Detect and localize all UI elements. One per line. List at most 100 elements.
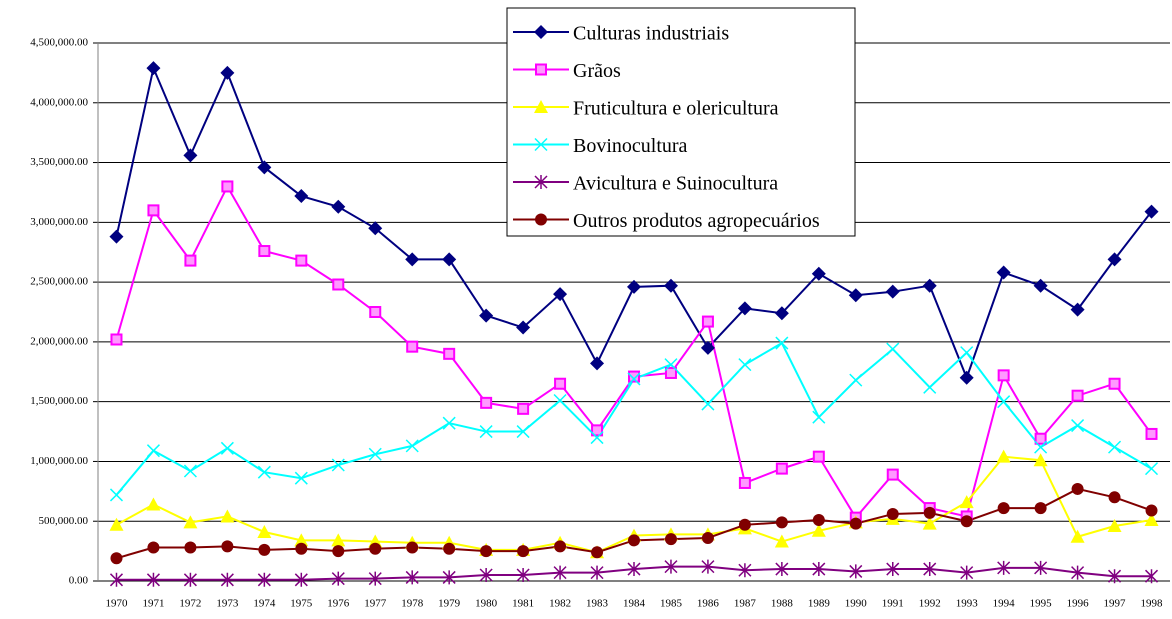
marker xyxy=(590,356,605,371)
marker xyxy=(257,572,271,587)
marker xyxy=(183,515,198,529)
marker xyxy=(737,301,752,316)
marker xyxy=(923,562,937,577)
y-tick-label: 3,500,000.00 xyxy=(30,156,88,168)
marker xyxy=(959,495,974,509)
marker xyxy=(535,213,547,226)
marker xyxy=(1108,491,1121,504)
marker xyxy=(553,565,567,580)
marker xyxy=(885,284,900,299)
marker xyxy=(1034,432,1047,445)
marker xyxy=(109,517,124,531)
marker xyxy=(997,560,1011,575)
marker xyxy=(110,333,123,346)
marker xyxy=(664,559,678,574)
y-tick-label: 500,000.00 xyxy=(39,515,89,527)
x-tick-label: 1979 xyxy=(438,598,461,610)
x-tick-label: 1982 xyxy=(549,598,571,610)
marker xyxy=(183,572,197,587)
marker xyxy=(480,396,493,409)
legend: Culturas industriais Grãos Fruticultura e … xyxy=(506,7,856,237)
marker xyxy=(331,533,346,547)
marker xyxy=(812,410,826,424)
marker xyxy=(405,439,419,453)
marker xyxy=(368,221,383,236)
x-tick-label: 1997 xyxy=(1104,598,1127,610)
marker xyxy=(1071,565,1085,580)
marker xyxy=(442,570,456,585)
x-tick-label: 1974 xyxy=(253,598,276,610)
marker xyxy=(1107,519,1122,533)
x-tick-label: 1996 xyxy=(1067,598,1090,610)
marker xyxy=(848,288,863,303)
marker xyxy=(442,252,457,267)
marker xyxy=(516,425,530,439)
marker xyxy=(812,514,825,527)
marker xyxy=(701,559,715,574)
x-tick-label: 1977 xyxy=(364,598,387,610)
marker xyxy=(221,180,234,193)
marker xyxy=(1071,389,1084,402)
x-tick-label: 1985 xyxy=(660,598,683,610)
marker xyxy=(1071,482,1084,495)
series-line xyxy=(116,487,1152,560)
x-tick-label: 1989 xyxy=(808,598,831,610)
marker xyxy=(1144,462,1159,476)
marker xyxy=(663,278,678,293)
marker xyxy=(1070,529,1085,543)
marker xyxy=(1108,377,1121,390)
marker xyxy=(775,462,788,475)
marker xyxy=(960,565,974,580)
marker xyxy=(294,572,308,587)
marker xyxy=(332,278,345,291)
x-tick-label: 1973 xyxy=(216,598,239,610)
marker xyxy=(480,545,493,558)
y-tick-label: 2,000,000.00 xyxy=(30,335,88,347)
marker xyxy=(664,533,677,546)
marker xyxy=(997,502,1010,515)
marker xyxy=(479,308,494,323)
marker xyxy=(1108,569,1122,584)
marker xyxy=(960,515,973,528)
marker xyxy=(996,449,1011,463)
marker xyxy=(1144,204,1159,219)
marker xyxy=(996,265,1011,280)
marker xyxy=(553,287,568,302)
marker xyxy=(628,370,640,383)
marker xyxy=(738,518,751,531)
marker xyxy=(738,563,752,578)
marker xyxy=(109,572,124,587)
marker xyxy=(331,199,346,214)
marker xyxy=(1071,419,1085,433)
x-tick-label: 1971 xyxy=(142,598,164,610)
marker xyxy=(534,137,548,152)
marker xyxy=(331,458,345,472)
marker xyxy=(109,488,124,502)
marker xyxy=(295,542,308,555)
marker xyxy=(627,562,641,577)
marker xyxy=(534,175,548,189)
marker xyxy=(258,543,271,556)
x-tick-label: 1972 xyxy=(179,598,201,610)
marker xyxy=(923,506,936,519)
marker xyxy=(517,545,530,558)
x-tick-label: 1988 xyxy=(771,598,794,610)
marker xyxy=(1034,560,1048,575)
marker xyxy=(221,540,234,553)
marker xyxy=(775,516,788,529)
marker xyxy=(700,340,715,355)
legend-label: Culturas industriais xyxy=(573,23,729,45)
marker xyxy=(590,431,604,445)
marker xyxy=(1034,440,1048,454)
marker xyxy=(294,533,309,547)
legend-label: Avicultura e Suinocultura xyxy=(573,173,778,195)
marker xyxy=(591,546,604,559)
x-tick-label: 1994 xyxy=(993,598,1016,610)
marker xyxy=(184,541,197,554)
x-tick-label: 1970 xyxy=(105,598,128,610)
marker xyxy=(997,395,1011,409)
marker xyxy=(664,358,678,372)
marker xyxy=(811,523,826,537)
marker xyxy=(146,572,160,587)
marker xyxy=(534,100,548,113)
